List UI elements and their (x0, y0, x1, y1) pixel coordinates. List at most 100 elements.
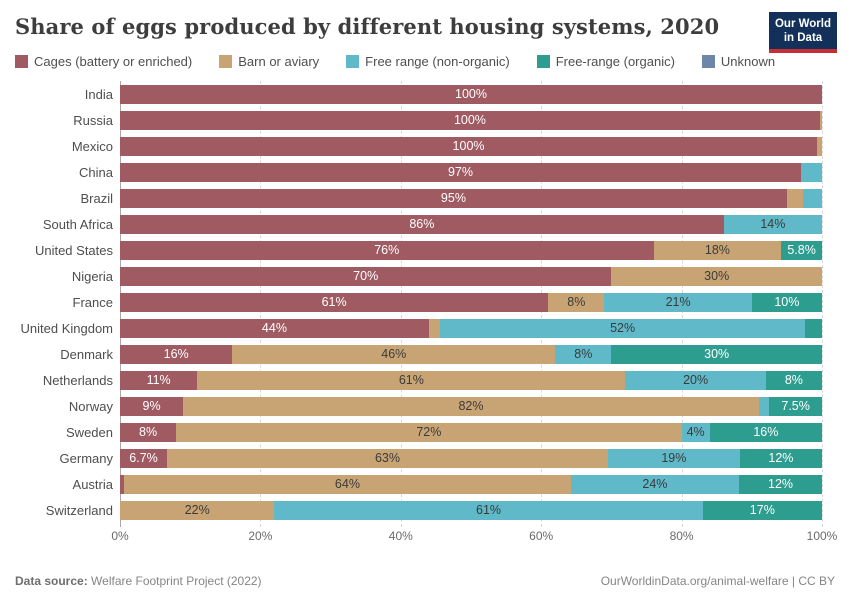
chart-row: Mexico 100% (15, 133, 835, 159)
chart-row: Brazil 95% (15, 185, 835, 211)
bar-segment-barn[interactable]: 22% (120, 500, 275, 520)
bar-track: 70% 30% (120, 266, 822, 286)
country-label: South Africa (42, 216, 113, 232)
bar-segment-org[interactable]: 12% (739, 448, 822, 468)
chart-rows: India 100% Russia 100% Mexico 100% China 97% Bra… (15, 81, 835, 523)
bar-segment-free[interactable]: 52% (440, 318, 806, 338)
chart-row: Switzerland 22% 61% 17% (15, 497, 835, 523)
legend-item[interactable]: Free range (non-organic) (346, 54, 510, 69)
country-label: Switzerland (45, 502, 113, 518)
chart-row: United Kingdom 44% 52% (15, 315, 835, 341)
bar-segment-free[interactable]: 14% (723, 214, 822, 234)
bar-track: 22% 61% 17% (120, 500, 822, 520)
bar-segment-org[interactable]: 5.8% (781, 240, 822, 260)
bar-segment-cages[interactable]: 97% (120, 162, 801, 182)
bar-segment-barn[interactable]: 61% (197, 370, 626, 390)
bar-segment-cages[interactable]: 9% (120, 396, 184, 416)
header: Share of eggs produced by different hous… (15, 12, 837, 54)
legend-item[interactable]: Unknown (701, 54, 775, 69)
country-label: Germany (59, 450, 113, 466)
bar-segment-barn[interactable] (786, 188, 804, 208)
bar-segment-cages[interactable]: 70% (120, 266, 612, 286)
bar-segment-cages[interactable] (120, 474, 125, 494)
legend-label: Barn or aviary (238, 54, 320, 69)
bar-segment-barn[interactable]: 72% (176, 422, 682, 442)
legend-item[interactable]: Cages (battery or enriched) (15, 54, 192, 69)
bar-segment-barn[interactable]: 46% (232, 344, 556, 364)
bar-segment-cages[interactable]: 100% (120, 110, 820, 130)
bar-segment-cages[interactable]: 95% (120, 188, 787, 208)
bar-segment-org[interactable]: 12% (739, 474, 822, 494)
bar-segment-free[interactable]: 19% (607, 448, 740, 468)
x-axis-tick: 60% (529, 529, 554, 543)
bar-segment-barn[interactable]: 64% (124, 474, 571, 494)
bar-segment-cages[interactable]: 8% (120, 422, 177, 442)
bar-segment-org[interactable]: 10% (751, 292, 822, 312)
data-source-text: Welfare Footprint Project (2022) (87, 574, 262, 588)
bar-segment-cages[interactable]: 16% (120, 344, 233, 364)
bar-segment-barn[interactable]: 8% (548, 292, 605, 312)
bar-segment-barn[interactable] (817, 136, 822, 156)
legend-swatch-icon (536, 55, 550, 68)
legend-item[interactable]: Free-range (organic) (536, 54, 675, 69)
owid-link[interactable]: OurWorldinData.org/animal-welfare | CC B… (600, 574, 835, 588)
x-axis-tick: 40% (388, 529, 413, 543)
bar-segment-free[interactable] (800, 162, 822, 182)
bar-segment-free[interactable] (758, 396, 770, 416)
bar-segment-free[interactable]: 61% (274, 500, 703, 520)
bar-segment-org[interactable]: 17% (702, 500, 822, 520)
bar-segment-org[interactable]: 7.5% (769, 396, 822, 416)
country-label: Norway (68, 398, 113, 414)
country-label: India (84, 86, 113, 102)
bar-track: 44% 52% (120, 318, 822, 338)
bar-segment-cages[interactable]: 44% (120, 318, 429, 338)
bar-segment-cages[interactable]: 76% (120, 240, 654, 260)
bar-segment-free[interactable]: 24% (570, 474, 740, 494)
owid-logo[interactable]: Our World in Data (769, 12, 837, 54)
bar-segment-free[interactable]: 21% (604, 292, 752, 312)
data-source-label: Data source: (15, 574, 88, 588)
bar-segment-free[interactable]: 4% (681, 422, 710, 442)
bar-segment-org[interactable]: 8% (765, 370, 822, 390)
country-label: Brazil (80, 190, 113, 206)
bar-segment-org[interactable]: 30% (611, 344, 822, 364)
bar-segment-cages[interactable]: 6.7% (120, 448, 168, 468)
bar-track: 100% (120, 84, 822, 104)
bar-segment-org[interactable] (805, 318, 822, 338)
bar-segment-cages[interactable]: 100% (120, 136, 818, 156)
bar-segment-free[interactable]: 8% (555, 344, 612, 364)
bar-segment-cages[interactable]: 86% (120, 214, 724, 234)
country-label: Netherlands (42, 372, 113, 388)
legend-swatch-icon (701, 55, 715, 68)
bar-track: 86% 14% (120, 214, 822, 234)
bar-segment-cages[interactable]: 61% (120, 292, 549, 312)
bar-track: 16% 46% 8% 30% (120, 344, 822, 364)
country-label: Denmark (60, 346, 113, 362)
country-label: United Kingdom (20, 320, 114, 336)
bar-segment-barn[interactable] (428, 318, 441, 338)
bar-track: 76% 18% 5.8% (120, 240, 822, 260)
chart-row: India 100% (15, 81, 835, 107)
bar-segment-barn[interactable] (819, 110, 822, 130)
bar-segment-free[interactable]: 20% (625, 370, 766, 390)
chart-row: Netherlands 11% 61% 20% 8% (15, 367, 835, 393)
bar-segment-barn[interactable]: 63% (167, 448, 608, 468)
page-title: Share of eggs produced by different hous… (15, 14, 720, 39)
bar-segment-free[interactable] (803, 188, 822, 208)
bar-segment-cages[interactable]: 11% (120, 370, 198, 390)
country-label: Austria (72, 476, 113, 492)
chart-row: Russia 100% (15, 107, 835, 133)
bar-segment-org[interactable]: 16% (709, 422, 822, 442)
bar-segment-barn[interactable]: 82% (183, 396, 759, 416)
bar-segment-barn[interactable]: 30% (611, 266, 822, 286)
bar-segment-barn[interactable]: 18% (653, 240, 782, 260)
bar-segment-cages[interactable]: 100% (120, 84, 822, 104)
x-axis-tick: 0% (111, 529, 129, 543)
legend-item[interactable]: Barn or aviary (219, 54, 319, 69)
chart-row: Nigeria 70% 30% (15, 263, 835, 289)
bar-track: 9% 82% 7.5% (120, 396, 822, 416)
chart-row: China 97% (15, 159, 835, 185)
country-label: France (72, 294, 113, 310)
chart-row: South Africa 86% 14% (15, 211, 835, 237)
